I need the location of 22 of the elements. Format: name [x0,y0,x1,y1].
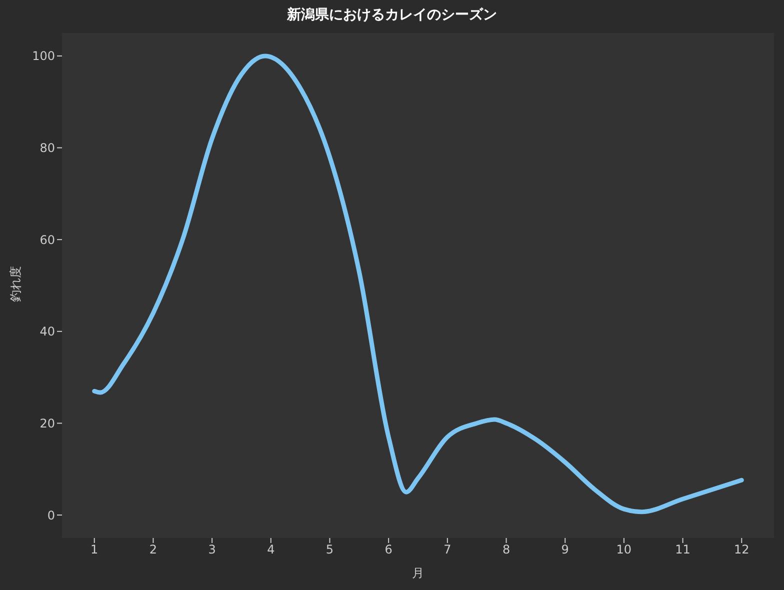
chart-title: 新潟県におけるカレイのシーズン [286,6,498,24]
x-tick-label: 4 [267,542,275,557]
y-tick-label: 100 [32,49,55,64]
x-tick-label: 8 [502,542,510,557]
x-tick-label: 12 [734,542,750,557]
y-tick-label: 40 [40,324,55,339]
y-tick-label: 20 [40,416,55,430]
x-tick-label: 2 [149,542,158,557]
x-tick-label: 6 [384,542,392,557]
x-tick-label: 10 [616,542,632,557]
x-tick-label: 7 [444,542,452,557]
x-tick-label: 11 [675,542,690,557]
x-tick-label: 1 [90,542,98,557]
y-axis-title: 釣れ度 [8,266,24,302]
y-tick-label: 0 [47,508,55,522]
x-tick-label: 5 [326,542,334,557]
x-tick-label: 9 [561,542,569,557]
line-series [92,54,744,514]
y-tick-label: 80 [40,141,55,156]
x-axis-title: 月 [411,565,425,582]
x-tick-label: 3 [208,542,216,557]
y-tick-label: 60 [40,232,55,247]
